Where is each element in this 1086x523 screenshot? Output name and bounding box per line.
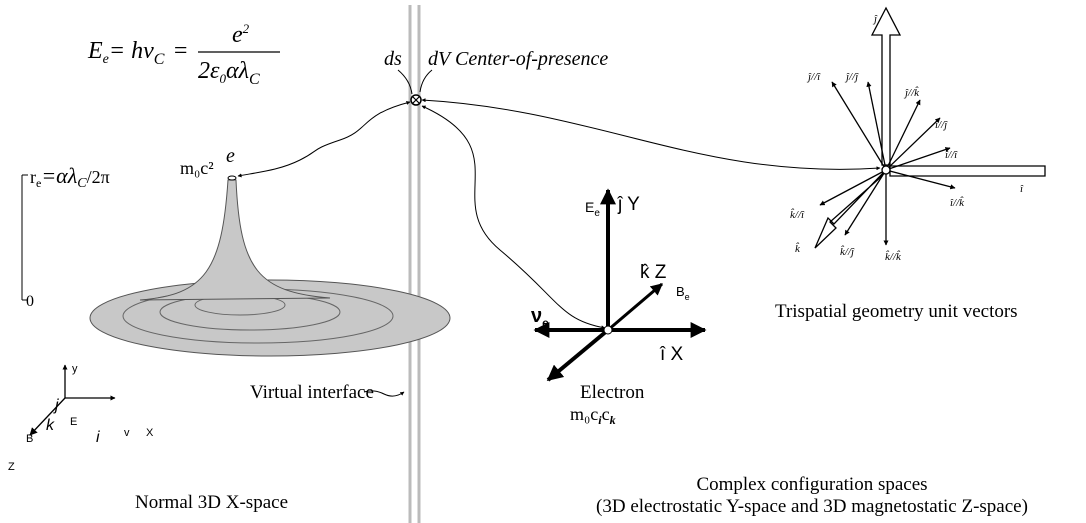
t: i <box>96 429 100 446</box>
complex-line1: Complex configuration spaces <box>696 474 927 495</box>
t: = hν <box>109 38 154 64</box>
center-label: Center-of-presence <box>455 48 608 70</box>
t: E <box>87 38 103 64</box>
eq-lhs: Ee= hνC = <box>87 38 189 68</box>
t: E <box>70 416 77 428</box>
radius-label: re=αλC/2π <box>30 163 110 191</box>
complex-line2: (3D electrostatic Y-space and 3D magneto… <box>596 496 1028 517</box>
ve: νe <box>531 305 549 330</box>
t: î//ĵ <box>935 119 948 131</box>
t: B <box>676 284 685 299</box>
t: î <box>1020 183 1024 195</box>
t: k̂//k̂ <box>885 250 902 263</box>
eq-den: 2ε0αλC <box>198 58 260 88</box>
t: î//î <box>945 149 958 161</box>
t: k̂//ĵ <box>840 245 855 258</box>
t: v <box>124 427 130 439</box>
t: 2 <box>243 21 250 36</box>
interface: ds dV Center-of-presence Virtual interfa… <box>250 5 608 523</box>
t: = <box>172 38 188 64</box>
connectors <box>237 98 881 330</box>
t: r <box>30 167 36 187</box>
t: k̂//î <box>790 208 805 221</box>
electron-axes <box>533 188 707 382</box>
t: î//k̂ <box>950 196 965 209</box>
t: j <box>53 397 59 414</box>
e-label: e <box>226 145 235 167</box>
t: αλ <box>226 58 249 84</box>
t: /2π <box>87 167 110 187</box>
electron-formula: m₀cick <box>570 404 616 427</box>
t: k <box>46 417 55 434</box>
t: i <box>598 413 602 427</box>
interface-label: Virtual interface <box>250 382 374 403</box>
t: ĵ//î <box>806 71 821 83</box>
t: e <box>685 292 690 302</box>
t: ĵ//k̂ <box>903 86 920 99</box>
ds-label: ds <box>384 48 402 70</box>
t: E <box>585 199 594 215</box>
t: C <box>154 51 165 68</box>
t: Z <box>8 461 15 473</box>
t: k̂ <box>795 242 801 255</box>
t: C <box>249 71 260 88</box>
t: ν <box>531 305 542 327</box>
trispatial-labels: ĵ ĵ//î ĵ//ĵ ĵ//k̂ î//ĵ î//î î î//k̂ k̂//… <box>790 13 1024 263</box>
t: C <box>77 176 87 191</box>
t: 0 <box>219 71 226 86</box>
trispatial <box>814 6 1046 249</box>
t: y <box>72 363 78 375</box>
normal-axes: y j E k B i v X Z <box>8 363 154 473</box>
t: ĵ//ĵ <box>844 71 859 83</box>
t: e <box>232 22 243 48</box>
t: e <box>594 208 600 219</box>
zero-label: 0 <box>26 293 34 310</box>
trispatial-title: Trispatial geometry unit vectors <box>775 301 1018 322</box>
electron-labels: Ee ĵ Y k̂ Z Be νe î X <box>531 194 690 365</box>
t: e <box>36 176 41 190</box>
t: X <box>146 427 154 439</box>
normal-title: Normal 3D X-space <box>135 492 288 513</box>
spire: re=αλC/2π 0 m₀c² e <box>21 145 451 357</box>
t: k <box>610 413 616 427</box>
jy: ĵ Y <box>617 194 640 215</box>
t: m₀c <box>570 404 598 424</box>
t: B <box>26 433 33 445</box>
t: ĵ <box>872 13 878 25</box>
t: =αλ <box>41 163 77 188</box>
ee: Ee <box>585 199 600 219</box>
kz: k̂ Z <box>640 262 667 283</box>
equation: Ee= hνC = e2 2ε0αλC <box>87 21 280 88</box>
be: Be <box>676 284 690 302</box>
energy-label: m₀c² <box>180 158 214 178</box>
t: c <box>602 404 610 424</box>
t: 2ε <box>198 58 220 84</box>
electron-title: Electron <box>580 382 645 403</box>
eq-num: e2 <box>232 21 250 48</box>
ix: î X <box>659 344 684 365</box>
dv-label: dV <box>428 48 453 70</box>
t: e <box>542 316 549 330</box>
t: e <box>103 52 109 67</box>
